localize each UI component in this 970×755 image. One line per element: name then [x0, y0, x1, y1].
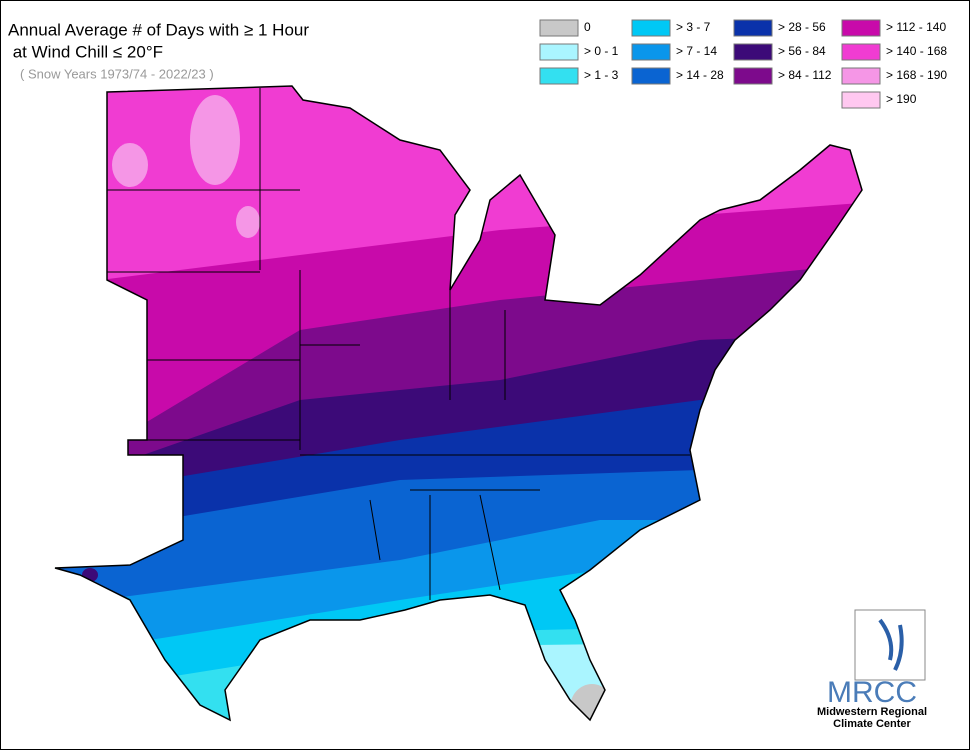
legend-swatch: [841, 67, 881, 85]
logo-name: Climate Center: [833, 718, 911, 730]
state-lines: [107, 88, 690, 600]
legend-swatch: [631, 67, 671, 85]
legend-label: > 7 - 14: [676, 44, 717, 58]
legend-swatch: [539, 43, 579, 61]
legend-swatch: [733, 19, 773, 37]
legend-swatch: [631, 19, 671, 37]
subtitle: ( Snow Years 1973/74 - 2022/23 ): [20, 66, 214, 81]
legend-label: > 140 - 168: [886, 44, 947, 58]
legend-label: > 1 - 3: [584, 68, 619, 82]
legend-swatch: [841, 91, 881, 109]
legend-swatch: [733, 43, 773, 61]
legend-swatch: [841, 43, 881, 61]
legend-swatch: [631, 43, 671, 61]
logo-name: Midwestern Regional: [817, 706, 927, 718]
legend-label: > 14 - 28: [676, 68, 724, 82]
legend-label: > 0 - 1: [584, 44, 619, 58]
logo: MRCC Midwestern Regional Climate Center: [817, 609, 927, 730]
legend-label: > 84 - 112: [778, 68, 832, 82]
legend-label: > 190: [886, 92, 917, 106]
legend-label: 0: [584, 20, 591, 34]
title: Annual Average # of Days with ≥ 1 Hour: [8, 20, 309, 39]
logo-acronym: MRCC: [827, 676, 917, 709]
title: at Wind Chill ≤ 20°F: [8, 42, 163, 61]
legend-swatch: [733, 67, 773, 85]
legend-label: > 56 - 84: [778, 44, 826, 58]
legend-label: > 28 - 56: [778, 20, 826, 34]
legend-label: > 168 - 190: [886, 68, 947, 82]
legend-label: > 112 - 140: [886, 20, 946, 34]
legend-swatch: [539, 67, 579, 85]
legend-swatch: [539, 19, 579, 37]
legend-label: > 3 - 7: [676, 20, 711, 34]
legend: 0 > 0 - 1 > 1 - 3 > 3 - 7 > 7 - 14 > 14 - 28 >…: [539, 19, 947, 109]
logo-lakes: [878, 618, 904, 671]
legend-swatch: [841, 19, 881, 37]
